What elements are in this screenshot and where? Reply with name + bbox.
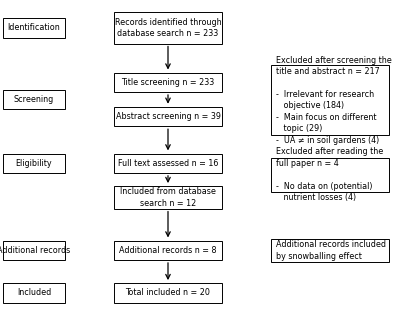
- FancyBboxPatch shape: [114, 241, 222, 260]
- FancyBboxPatch shape: [3, 283, 65, 303]
- Text: Records identified through
database search n = 233: Records identified through database sear…: [115, 18, 221, 38]
- Text: Included: Included: [17, 289, 51, 297]
- FancyBboxPatch shape: [3, 18, 65, 38]
- Text: Screening: Screening: [14, 95, 54, 104]
- Text: Title screening n = 233: Title screening n = 233: [121, 78, 215, 87]
- Text: Identification: Identification: [8, 24, 60, 32]
- FancyBboxPatch shape: [3, 241, 65, 260]
- Text: Additional records: Additional records: [0, 246, 71, 255]
- FancyBboxPatch shape: [114, 186, 222, 209]
- Text: Additional records n = 8: Additional records n = 8: [119, 246, 217, 255]
- FancyBboxPatch shape: [271, 65, 389, 135]
- FancyBboxPatch shape: [271, 158, 389, 192]
- Text: Eligibility: Eligibility: [16, 159, 52, 168]
- FancyBboxPatch shape: [114, 12, 222, 44]
- FancyBboxPatch shape: [271, 239, 389, 262]
- FancyBboxPatch shape: [114, 107, 222, 126]
- FancyBboxPatch shape: [114, 283, 222, 303]
- FancyBboxPatch shape: [114, 154, 222, 173]
- Text: Excluded after screening the
title and abstract n = 217

-  Irrelevant for resea: Excluded after screening the title and a…: [276, 56, 392, 145]
- FancyBboxPatch shape: [114, 73, 222, 92]
- Text: Total included n = 20: Total included n = 20: [126, 289, 210, 297]
- Text: Abstract screening n = 39: Abstract screening n = 39: [116, 112, 220, 121]
- FancyBboxPatch shape: [3, 154, 65, 173]
- Text: Excluded after reading the
full paper n = 4

-  No data on (potential)
   nutrie: Excluded after reading the full paper n …: [276, 147, 384, 202]
- Text: Additional records included
by snowballing effect: Additional records included by snowballi…: [276, 240, 386, 261]
- Text: Included from database
search n = 12: Included from database search n = 12: [120, 187, 216, 208]
- FancyBboxPatch shape: [3, 90, 65, 109]
- Text: Full text assessed n = 16: Full text assessed n = 16: [118, 159, 218, 168]
